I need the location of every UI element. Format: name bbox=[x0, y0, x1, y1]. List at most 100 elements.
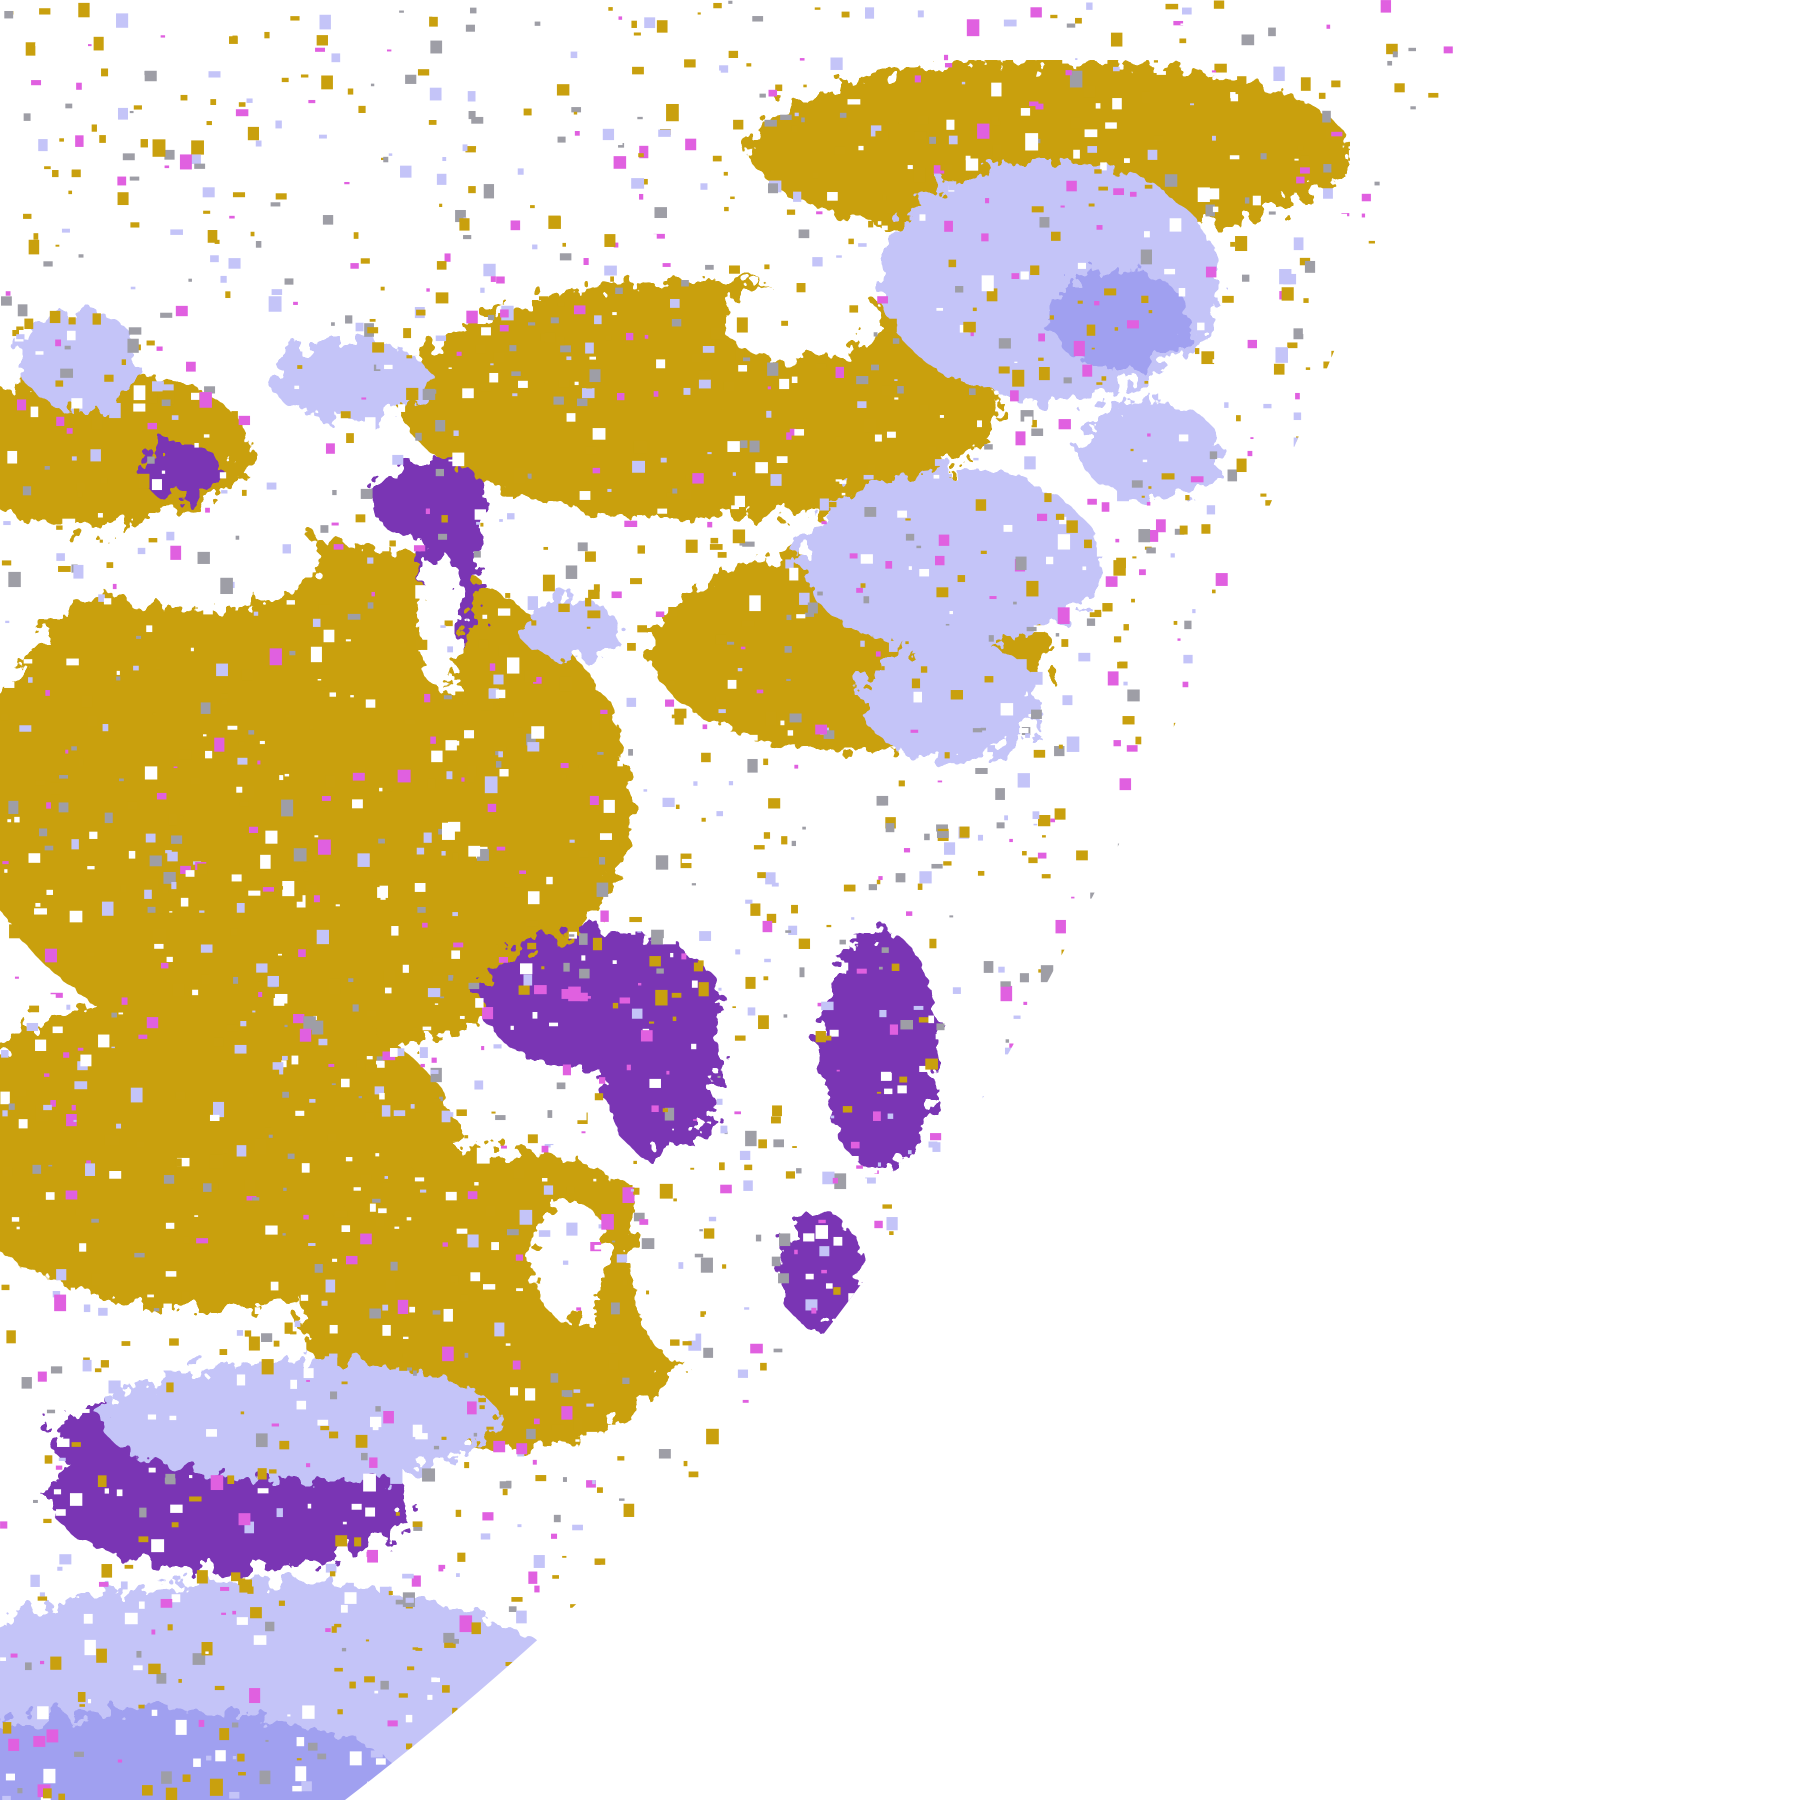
cloud-pixel bbox=[243, 785, 254, 798]
cloud-pixel bbox=[933, 165, 945, 174]
cloud-pixel bbox=[256, 1354, 269, 1362]
cloud-pixel bbox=[651, 929, 664, 945]
cloud-pixel bbox=[403, 1336, 409, 1340]
cloud-pixel bbox=[674, 708, 687, 719]
cloud-pixel bbox=[161, 399, 171, 407]
cloud-pixel bbox=[489, 663, 496, 671]
cloud-pixel bbox=[783, 1103, 790, 1109]
cloud-pixel bbox=[662, 1108, 668, 1113]
cloud-pixel bbox=[885, 805, 898, 813]
cloud-pixel bbox=[1117, 489, 1129, 502]
cloud-pixel bbox=[282, 544, 291, 554]
cloud-pixel bbox=[1244, 197, 1250, 204]
cloud-pixel bbox=[709, 544, 723, 550]
cloud-pixel bbox=[1039, 217, 1050, 228]
cloud-pixel bbox=[860, 583, 866, 588]
cloud-pixel bbox=[1361, 213, 1366, 218]
cloud-pixel bbox=[648, 836, 659, 852]
cloud-pixel bbox=[367, 327, 379, 334]
cloud-pixel bbox=[1113, 636, 1122, 643]
cloud-pixel bbox=[116, 670, 120, 675]
cloud-pixel bbox=[134, 1252, 145, 1258]
cloud-pixel bbox=[467, 1401, 477, 1415]
cloud-pixel bbox=[430, 40, 443, 54]
cloud-pixel bbox=[246, 1196, 257, 1201]
cloud-pixel bbox=[1012, 369, 1025, 387]
cloud-pixel bbox=[910, 729, 919, 733]
cloud-pixel bbox=[779, 1233, 791, 1247]
cloud-pixel bbox=[799, 592, 810, 605]
cloud-pixel bbox=[180, 865, 191, 874]
cloud-pixel bbox=[1073, 58, 1078, 60]
cloud-pixel bbox=[46, 802, 51, 809]
cloud-pixel bbox=[1428, 92, 1439, 98]
cloud-pixel bbox=[397, 1299, 409, 1315]
cloud-pixel bbox=[932, 912, 941, 923]
cloud-pixel bbox=[464, 1462, 470, 1469]
cloud-pixel bbox=[1293, 328, 1304, 340]
cloud-pixel bbox=[77, 492, 83, 498]
cloud-pixel bbox=[868, 220, 874, 228]
cloud-pixel bbox=[436, 261, 447, 270]
cloud-pixel bbox=[480, 1533, 491, 1540]
cloud-pixel bbox=[5, 1773, 16, 1781]
cloud-pixel bbox=[369, 1203, 376, 1212]
cloud-pixel bbox=[864, 418, 877, 433]
cloud-pixel bbox=[767, 386, 771, 390]
cloud-pixel bbox=[469, 7, 477, 14]
cloud-pixel bbox=[1003, 524, 1013, 532]
cloud-pixel bbox=[730, 196, 735, 200]
cloud-pixel bbox=[231, 874, 242, 882]
cloud-pixel bbox=[215, 1750, 226, 1762]
cloud-pixel bbox=[878, 776, 891, 786]
cloud-pixel bbox=[222, 51, 230, 62]
cloud-pixel bbox=[858, 243, 867, 247]
cloud-pixel bbox=[287, 1153, 295, 1159]
cloud-pixel bbox=[321, 1300, 328, 1306]
cloud-pixel bbox=[419, 1047, 428, 1058]
cloud-pixel bbox=[898, 122, 903, 125]
cloud-pixel bbox=[1031, 428, 1044, 436]
cloud-pixel bbox=[329, 1324, 338, 1334]
cloud-pixel bbox=[319, 14, 331, 30]
cloud-pixel bbox=[589, 369, 601, 383]
cloud-pixel bbox=[720, 1184, 732, 1194]
high-cloud-region bbox=[100, 1360, 500, 1480]
cloud-pixel bbox=[495, 944, 499, 948]
cloud-pixel bbox=[770, 169, 775, 173]
cloud-pixel bbox=[82, 696, 93, 708]
cloud-pixel bbox=[1058, 419, 1071, 430]
cloud-pixel bbox=[650, 719, 661, 726]
cloud-pixel bbox=[671, 716, 684, 725]
cloud-pixel bbox=[1107, 671, 1119, 686]
cloud-pixel bbox=[405, 74, 417, 84]
cloud-pixel bbox=[21, 245, 29, 253]
cloud-pixel bbox=[14, 816, 20, 823]
cloud-pixel bbox=[932, 1142, 941, 1152]
cloud-pixel bbox=[1153, 60, 1158, 63]
cloud-pixel bbox=[174, 101, 180, 106]
cloud-pixel bbox=[383, 1673, 389, 1679]
cloud-pixel bbox=[1155, 519, 1166, 533]
cloud-pixel bbox=[734, 495, 745, 508]
cloud-pixel bbox=[1095, 103, 1101, 109]
cloud-pixel bbox=[931, 863, 943, 869]
cloud-pixel bbox=[1104, 288, 1117, 296]
cloud-pixel bbox=[291, 1055, 299, 1065]
cloud-pixel bbox=[658, 129, 671, 137]
cloud-pixel bbox=[726, 92, 739, 100]
cloud-pixel bbox=[279, 1069, 284, 1075]
cloud-pixel bbox=[433, 1445, 440, 1450]
cloud-pixel bbox=[1004, 1047, 1013, 1055]
cloud-pixel bbox=[1112, 98, 1122, 110]
cloud-pixel bbox=[881, 666, 885, 671]
cloud-pixel bbox=[948, 135, 958, 145]
cloud-pixel bbox=[975, 767, 988, 774]
cloud-pixel bbox=[355, 322, 364, 332]
cloud-pixel bbox=[878, 966, 883, 970]
cloud-pixel bbox=[480, 287, 485, 293]
cloud-pixel bbox=[523, 974, 533, 986]
cloud-pixel bbox=[1281, 287, 1294, 301]
cloud-pixel bbox=[22, 486, 32, 496]
cloud-pixel bbox=[1003, 19, 1017, 27]
